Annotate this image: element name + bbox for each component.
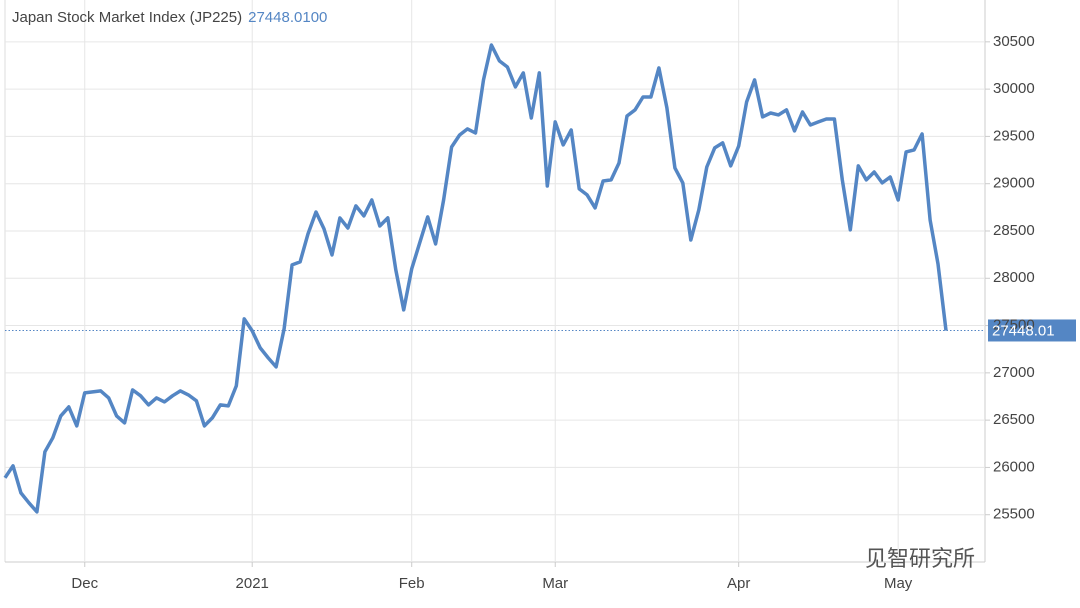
y-tick-label: 30500 — [993, 33, 1035, 50]
x-tick-label: Feb — [399, 575, 425, 592]
title-text: Japan Stock Market Index (JP225) — [12, 9, 242, 26]
x-tick-label: May — [884, 575, 913, 592]
y-tick-label: 25500 — [993, 506, 1035, 523]
last-value-label: 27448.01 — [992, 322, 1055, 339]
y-tick-label: 28000 — [993, 269, 1035, 286]
line-series — [3, 43, 948, 514]
y-tick-label: 30000 — [993, 80, 1035, 97]
x-tick-label: 2021 — [236, 575, 269, 592]
y-tick-label: 26000 — [993, 458, 1035, 475]
grid — [5, 0, 990, 567]
y-tick-label: 28500 — [993, 222, 1035, 239]
y-tick-label: 29000 — [993, 175, 1035, 192]
header-value: 27448.0100 — [248, 9, 327, 26]
marks — [3, 43, 1076, 514]
y-tick-label: 27000 — [993, 364, 1035, 381]
last-value-tag — [988, 319, 1076, 342]
y-tick-label: 27500 — [993, 317, 1035, 334]
chart-title: Japan Stock Market Index (JP225) 27448.01… — [12, 9, 327, 26]
x-tick-label: Mar — [542, 575, 568, 592]
y-tick-label: 26500 — [993, 411, 1035, 428]
watermark: 见智研究所 — [865, 546, 975, 571]
x-tick-label: Dec — [71, 575, 98, 592]
x-tick-label: Apr — [727, 575, 750, 592]
y-tick-label: 29500 — [993, 127, 1035, 144]
